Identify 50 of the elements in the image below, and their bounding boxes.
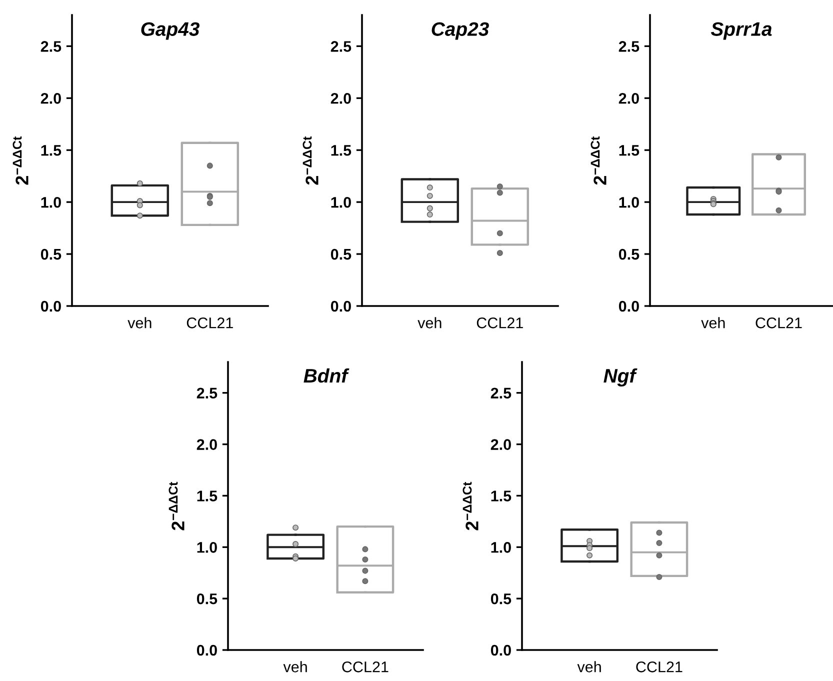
y-tick-label: 2.5	[40, 41, 62, 52]
y-axis-title: 2$^{−ΔΔCt}$	[462, 482, 478, 530]
y-tick-label: 0.5	[40, 248, 62, 260]
x-tick-label: CCL21	[186, 318, 233, 328]
x-tick-label: CCL21	[636, 662, 682, 672]
y-tick-label: 2.5	[330, 41, 352, 52]
y-tick-label: 0.0	[618, 300, 639, 312]
y-tick-label: 2.0	[196, 439, 217, 450]
y-tick-label: 1.5	[331, 145, 352, 156]
x-tick-label: veh	[577, 661, 601, 672]
y-tick-label: 0.0	[40, 300, 61, 312]
x-tick-label: CCL21	[342, 662, 388, 672]
y-tick-label: 1.0	[619, 196, 639, 208]
y-tick-label: 1.0	[331, 196, 351, 208]
y-tick-label: 0.0	[196, 644, 217, 656]
chart-title: Gap43	[141, 22, 200, 40]
y-tick-label: 2.5	[490, 388, 512, 399]
y-tick-label: 1.5	[197, 490, 218, 502]
y-axis-title: 2$^{−ΔΔCt}$	[590, 136, 606, 185]
y-tick-label: 2.0	[618, 93, 639, 104]
y-tick-label: 1.0	[41, 196, 61, 208]
y-tick-label: 1.5	[41, 145, 62, 156]
y-tick-label: 2.0	[40, 93, 61, 104]
y-tick-label: 0.5	[196, 593, 218, 604]
x-tick-label: veh	[283, 661, 307, 672]
y-tick-label: 0.5	[330, 248, 352, 260]
y-tick-label: 1.0	[491, 542, 511, 553]
y-tick-label: 1.5	[619, 145, 640, 156]
x-tick-label: veh	[128, 317, 152, 328]
y-tick-label: 0.5	[618, 248, 640, 260]
y-tick-label: 2.5	[196, 388, 218, 399]
y-axis-title: 2$^{−ΔΔCt}$	[302, 136, 318, 185]
y-axis-title: 2$^{−ΔΔCt}$	[168, 482, 184, 530]
y-tick-label: 0.0	[330, 300, 351, 312]
x-tick-label: CCL21	[756, 318, 802, 328]
y-tick-label: 1.5	[491, 490, 512, 502]
y-tick-label: 2.0	[330, 93, 351, 104]
y-tick-label: 1.0	[197, 542, 217, 553]
y-axis-title: 2$^{−ΔΔCt}$	[12, 136, 28, 185]
chart-title: Cap23	[432, 22, 489, 40]
x-tick-label: CCL21	[476, 318, 523, 328]
chart-title: Bdnf	[304, 368, 350, 383]
x-tick-label: veh	[418, 317, 442, 328]
y-tick-label: 0.0	[490, 644, 511, 656]
chart-title: Sprr1a	[710, 22, 772, 40]
x-tick-label: veh	[701, 317, 725, 328]
y-tick-label: 2.5	[618, 41, 640, 52]
y-tick-label: 0.5	[490, 593, 512, 604]
chart-title: Ngf	[604, 368, 638, 386]
y-tick-label: 2.0	[490, 439, 511, 450]
